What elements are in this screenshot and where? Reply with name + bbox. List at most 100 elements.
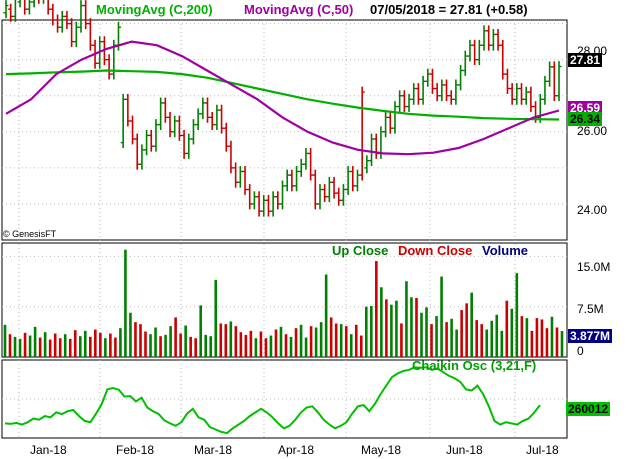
watermark: © GenesisFT [3, 229, 57, 239]
volume-bar [480, 324, 484, 357]
volume-bar [319, 322, 323, 357]
volume-bar [359, 335, 363, 357]
volume-bar [445, 322, 448, 357]
volume-bar [405, 281, 408, 357]
volume-bar [475, 320, 478, 357]
volume-bar [194, 338, 197, 357]
volume-bar [299, 324, 303, 357]
volume-bar [89, 336, 92, 357]
volume-bar [134, 322, 137, 357]
volume-bar [124, 249, 127, 357]
volume-bar [104, 338, 107, 357]
volume-bar [109, 333, 112, 357]
price-panel [1, 19, 568, 241]
volume-bar [540, 319, 544, 357]
volume-bar [560, 331, 564, 357]
volume-bar [204, 334, 208, 357]
volume-bar [48, 339, 52, 357]
volume-bar [380, 287, 383, 357]
volume-bar [555, 327, 559, 357]
volume-bar [470, 292, 473, 357]
volume-bar [3, 324, 7, 357]
volume-bar [284, 334, 288, 357]
volume-bar [425, 307, 428, 357]
volume-tick-15m: 15.0M [577, 260, 611, 274]
volume-bar [68, 338, 72, 357]
volume-bar [289, 336, 293, 357]
volume-bar [43, 332, 47, 357]
ma50-line [5, 40, 560, 156]
volume-bar [229, 321, 233, 357]
volume-bar [159, 336, 162, 357]
last-volume-tag: 3.877M [568, 329, 613, 343]
volume-bar [149, 334, 152, 357]
price-tick-24: 24.00 [577, 203, 608, 217]
volume-bar [28, 335, 32, 357]
volume-bar [500, 330, 504, 357]
volume-bar [344, 326, 348, 357]
volume-bar [364, 306, 368, 357]
x-tick-may: May-18 [361, 443, 402, 457]
volume-bar [259, 331, 263, 357]
volume-legend: Up Close Down Close Volume [332, 243, 528, 258]
volume-bar [184, 325, 187, 357]
volume-bar [219, 323, 223, 357]
x-tick-mar: Mar-18 [194, 443, 233, 457]
volume-bar [224, 324, 228, 357]
oscillator-label: Chaikin Osc (3,21,F) [412, 358, 537, 373]
volume-bar [144, 331, 147, 357]
volume-bar [314, 327, 318, 357]
volume-bar [73, 330, 77, 357]
volume-panel [1, 242, 568, 358]
volume-bar [395, 300, 398, 357]
volume-bar [465, 303, 468, 357]
volume-bar [440, 276, 443, 357]
volume-bar [324, 274, 328, 357]
volume-bar [179, 333, 182, 357]
x-tick-jun: Jun-18 [446, 443, 483, 457]
volume-bar [239, 332, 243, 357]
volume-bar [94, 329, 97, 357]
chaikin-osc-line [4, 366, 541, 435]
volume-bar [279, 326, 283, 357]
volume-bar [114, 337, 117, 357]
x-tick-feb: Feb-18 [116, 443, 155, 457]
volume-bar [495, 314, 499, 357]
ma200-value-tag: 26.34 [568, 112, 603, 126]
volume-bar [339, 324, 343, 357]
volume-bar [174, 317, 177, 357]
volume-bar [334, 323, 338, 357]
volume-bar [8, 334, 12, 357]
volume-bar [435, 316, 438, 357]
volume-bar [249, 330, 253, 357]
volume-tick-7-5m: 7.5M [577, 302, 604, 316]
chart-legend: MovingAvg (C,200) MovingAvg (C,50) 07/05… [0, 2, 629, 18]
volume-bar [33, 326, 37, 357]
volume-bar [294, 328, 298, 357]
volume-bar [129, 312, 132, 357]
volume-bar [304, 337, 308, 357]
price-tick-26: 26.00 [577, 124, 608, 138]
volume-bar [209, 336, 213, 357]
volume-bar [400, 323, 403, 357]
volume-bar [410, 297, 413, 357]
volume-bar [23, 332, 27, 357]
volume-bar [520, 316, 524, 357]
volume-tick-0: 0 [577, 344, 584, 358]
x-tick-jul: Jul-18 [526, 443, 559, 457]
volume-bar [455, 329, 458, 357]
volume-bar [354, 324, 358, 357]
volume-bar [214, 279, 218, 357]
legend-ma50: MovingAvg (C,50) [244, 2, 354, 17]
volume-bar [545, 328, 549, 357]
volume-bar [189, 336, 192, 357]
volume-bar [63, 334, 67, 357]
volume-bar [329, 317, 333, 357]
volume-legend-volume: Volume [482, 243, 528, 258]
volume-bar [269, 335, 273, 357]
volume-bar [349, 334, 353, 357]
volume-bar [535, 318, 539, 357]
volume-bar [415, 297, 418, 357]
volume-bar [450, 318, 453, 357]
